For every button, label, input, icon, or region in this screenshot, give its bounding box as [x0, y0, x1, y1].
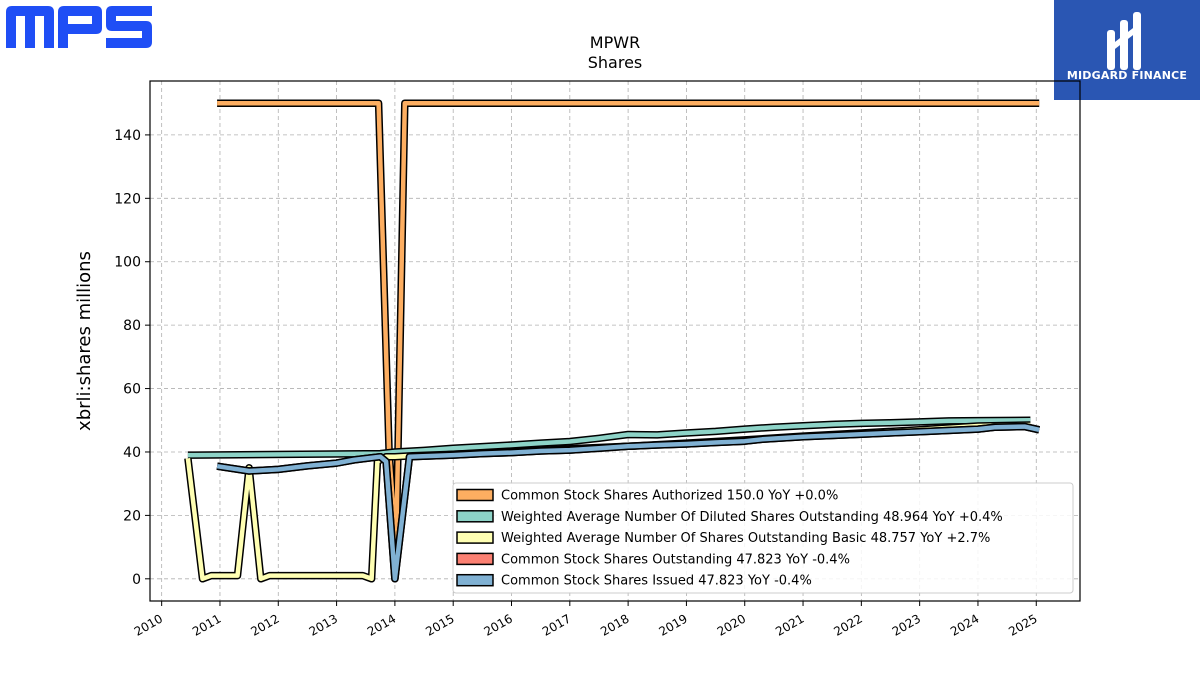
y-tick-label: 100: [114, 255, 141, 271]
legend-box: [452, 482, 1074, 594]
x-tick-label: 2019: [656, 611, 689, 638]
legend-label: Common Stock Shares Issued 47.823 YoY -0…: [501, 574, 812, 589]
midgard-finance-logo: MIDGARD FINANCE: [1054, 0, 1200, 100]
legend: Common Stock Shares Authorized 150.0 YoY…: [452, 482, 1074, 594]
legend-swatch: [456, 531, 494, 544]
mps-logo-graphic: [6, 6, 152, 48]
series-4: [216, 422, 1041, 583]
x-tick-label: 2023: [890, 611, 923, 638]
x-tick-label: 2016: [482, 611, 515, 638]
x-tick-label: 2012: [248, 611, 281, 638]
y-tick-label: 120: [114, 191, 141, 207]
x-tick-label: 2010: [132, 611, 165, 638]
y-tick-label: 20: [123, 508, 141, 524]
series-layer: [184, 99, 1041, 583]
x-tick-label: 2022: [831, 611, 864, 638]
legend-label: Common Stock Shares Authorized 150.0 YoY…: [501, 489, 838, 504]
x-tick-label: 2025: [1006, 611, 1039, 638]
x-tick-label: 2013: [307, 611, 340, 638]
y-tick-label: 80: [123, 318, 141, 334]
legend-swatch: [456, 573, 494, 587]
x-axis-ticks: 2010 2011 2012 2013 2014 2015 2016 2017 2018 2019…: [132, 601, 1040, 639]
legend-swatch: [456, 488, 494, 502]
series-1: [187, 416, 1031, 459]
y-tick-label: 40: [123, 445, 141, 461]
x-tick-label: 2020: [715, 611, 748, 638]
x-tick-label: 2014: [365, 611, 398, 638]
plot-frame: [149, 80, 1081, 602]
x-tick-label: 2017: [540, 611, 573, 638]
legend-label: Common Stock Shares Outstanding 47.823 Y…: [501, 552, 850, 567]
chart-title: MPWR: [590, 33, 640, 52]
y-tick-label: 60: [123, 382, 141, 398]
legend-label: Weighted Average Number Of Diluted Share…: [501, 510, 1003, 525]
legend-swatch: [456, 552, 494, 566]
x-tick-label: 2024: [948, 611, 981, 638]
series-line: [216, 424, 1040, 582]
chart-subtitle: Shares: [588, 53, 643, 72]
legend-label: Weighted Average Number Of Shares Outsta…: [501, 531, 990, 546]
legend-swatch: [456, 510, 494, 523]
midgard-finance-brand-text: MIDGARD FINANCE: [1066, 69, 1188, 82]
y-axis-label: xbrli:shares millions: [74, 251, 95, 431]
x-tick-label: 2015: [423, 611, 456, 638]
y-tick-label: 0: [132, 572, 141, 588]
x-tick-label: 2011: [190, 611, 223, 638]
x-tick-label: 2018: [598, 611, 631, 638]
y-tick-label: 140: [114, 128, 141, 144]
mps-logo: [4, 4, 154, 50]
series-line: [187, 418, 1031, 458]
midgard-emblem-icon: [1107, 12, 1141, 70]
x-tick-label: 2021: [773, 611, 806, 638]
y-axis-ticks: 0 20 40 60 80 100 120 140: [114, 128, 150, 588]
